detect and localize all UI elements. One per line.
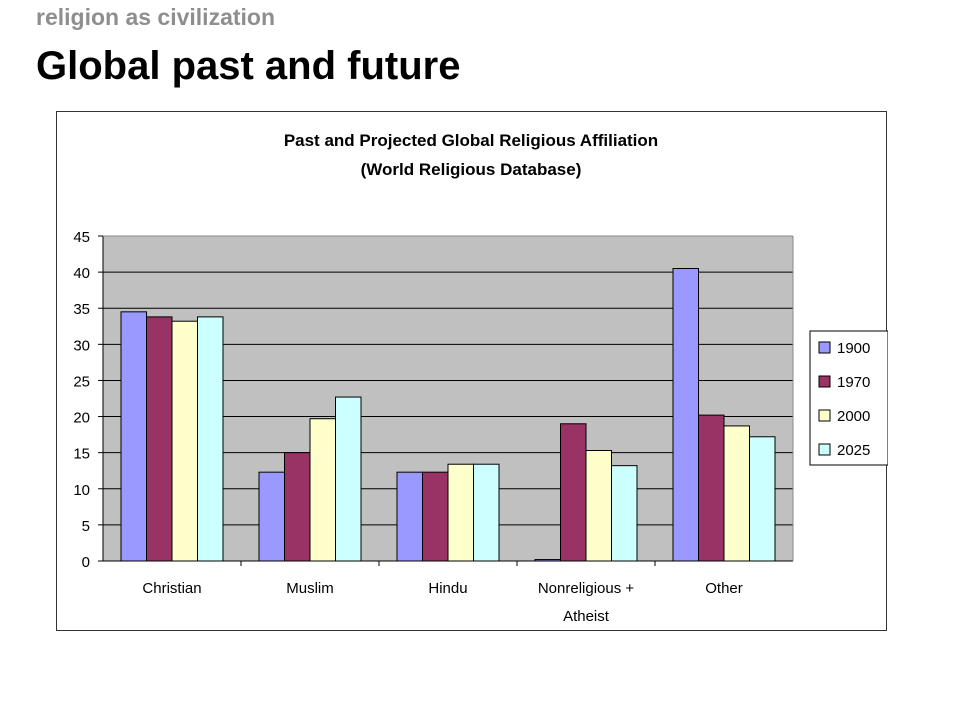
y-tick-label: 5 [82,518,90,535]
x-tick-label: Hindu [428,580,467,597]
x-tick-label: Other [705,580,743,597]
chart-title: Past and Projected Global Religious Affi… [284,131,658,150]
bar [197,316,224,562]
bar [422,471,449,562]
bar [723,425,750,562]
bar [672,268,699,562]
bar [284,452,311,562]
legend-label: 1900 [837,340,870,357]
y-tick-label: 35 [73,301,90,318]
bar [335,396,362,562]
bar [585,450,612,562]
legend-swatch [818,409,831,422]
legend-swatch [818,375,831,388]
y-tick-label: 0 [82,554,90,571]
x-tick-label: Muslim [286,580,334,597]
bar-chart: Past and Projected Global Religious Affi… [73,131,888,625]
legend-swatch [818,443,831,456]
bar [258,471,285,562]
bar [309,418,336,562]
y-tick-label: 15 [73,446,90,463]
x-tick-label: Atheist [563,608,610,625]
bar [560,423,587,562]
chart-frame: Past and Projected Global Religious Affi… [56,111,888,631]
x-tick-label: Christian [142,580,201,597]
legend-label: 1970 [837,374,870,391]
bar [396,471,423,562]
y-tick-label: 10 [73,482,90,499]
y-tick-label: 45 [73,229,90,246]
bar [146,316,173,562]
bar [473,463,500,562]
legend-label: 2025 [837,442,870,459]
bar [611,465,638,562]
legend-swatch [818,341,831,354]
x-tick-label: Nonreligious + [538,580,635,597]
bar [171,320,198,562]
bar [447,463,474,562]
y-tick-label: 20 [73,410,90,427]
slide-title: Global past and future [36,44,461,88]
bar [749,436,776,562]
bar [698,414,725,562]
slide-kicker: religion as civilization [36,4,276,30]
y-tick-label: 40 [73,265,90,282]
y-tick-label: 30 [73,337,90,354]
chart-subtitle: (World Religious Database) [361,160,582,179]
y-tick-label: 25 [73,373,90,390]
bar [120,311,147,562]
legend-label: 2000 [837,408,870,425]
